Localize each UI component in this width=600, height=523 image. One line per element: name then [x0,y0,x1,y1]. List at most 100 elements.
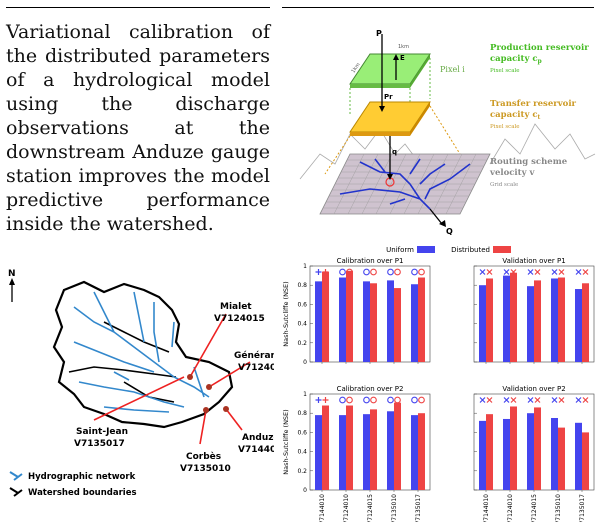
x-tick-label: V7144010 [319,494,326,522]
x-tick-label: V7124015 [531,494,538,522]
bar-uniform [363,414,370,490]
circle-marker [370,396,377,404]
production-reservoir-side [350,84,410,88]
transfer-reservoir-side2 [410,102,430,136]
circle-marker [387,396,394,404]
x-tick-label: V7124010 [343,494,350,522]
station-code: V7135017 [74,439,125,449]
cross-marker [503,397,510,403]
cross-marker [527,269,534,275]
bar-distributed [558,427,565,490]
transfer-title-2: capacity ct [490,110,541,121]
bar-uniform [411,415,418,490]
outflow-arrowhead [439,220,446,227]
circle-marker [411,268,418,276]
bar-distributed [534,407,541,490]
transfer-reservoir-side [350,132,410,136]
circle-marker [346,396,353,404]
legend-label-uniform: Uniform [386,246,414,254]
cross-marker [575,269,582,275]
bar-distributed [346,270,353,362]
panel-title: Calibration over P2 [337,385,404,393]
callout-mialet [189,313,227,378]
dim-label-top: 1km [398,44,409,50]
x-tick-label: V7124015 [367,494,374,522]
cross-marker [510,397,517,403]
panel-title: Validation over P2 [502,385,565,393]
cross-marker [479,397,486,403]
q-arrowhead [387,174,393,180]
station-marker [206,384,212,390]
y-tick-label: 0.8 [297,410,307,417]
bar-distributed [322,271,329,362]
bar-uniform [503,275,510,362]
callout-anduze [225,408,243,431]
cross-marker [582,397,589,403]
y-tick-label: 0.6 [297,301,307,308]
y-tick-label: 0.4 [297,449,307,456]
bar-distributed [418,277,425,362]
circle-marker [394,396,401,404]
cross-marker [558,397,565,403]
bar-uniform [575,422,582,490]
bar-distributed [510,272,517,362]
north-arrowhead [9,278,15,285]
bar-distributed [418,413,425,490]
y-axis-label: Nash-Sutcliffe (NSE) [282,409,290,474]
qq-label: Q [446,227,453,236]
outflow-arrow [429,208,443,225]
bar-distributed [582,283,589,362]
station-marker [203,407,209,413]
cross-marker [534,269,541,275]
y-axis-label: Nash-Sutcliffe (NSE) [282,281,290,346]
bar-distributed [370,409,377,490]
bar-uniform [363,281,370,362]
station-name: Saint-Jean [76,427,128,437]
cross-marker [479,269,486,275]
nse-bar-chart: Uniform Distributed Calibration over P1 0 0.… [282,246,595,522]
station-name: Anduze [242,433,274,443]
bar-distributed [370,283,377,362]
bar-uniform [387,280,394,362]
north-label: N [8,269,16,279]
y-tick-label: 0.8 [297,282,307,289]
top-rule-left [6,7,270,8]
panel-title: Calibration over P1 [337,257,404,265]
circle-marker [370,268,377,276]
bar-uniform [527,413,534,490]
bar-uniform [387,411,394,490]
legend-label-distributed: Distributed [451,246,490,254]
p-arrowhead [379,106,385,112]
bar-distributed [486,278,493,362]
bar-distributed [534,280,541,362]
pr-label: Pr [384,93,393,101]
production-scale: Pixel scale [490,68,520,74]
panel-title: Validation over P1 [502,257,565,265]
bar-uniform [551,278,558,362]
x-tick-label: V7135010 [391,494,398,522]
circle-marker [363,396,370,404]
x-tick-label: V7135017 [415,494,422,522]
bar-distributed [582,432,589,490]
bar-uniform [479,420,486,490]
y-tick-label: 0 [303,359,307,366]
station-name: Corbès [186,451,221,462]
station-code: V7124015 [214,314,265,324]
cross-marker [551,269,558,275]
production-title-1: Production reservoir [490,43,589,53]
top-rule-right [282,7,594,8]
production-title-2: capacity cp [490,54,542,65]
bar-uniform [315,415,322,490]
x-tick-label: V7135010 [555,494,562,522]
bar-uniform [315,281,322,362]
x-tick-label: V7144010 [483,494,490,522]
cross-marker [510,269,517,275]
bar-uniform [503,418,510,490]
y-tick-label: 0.4 [297,321,307,328]
guide-line [324,135,351,175]
cross-marker [551,397,558,403]
station-code: V7135010 [180,464,231,474]
y-tick-label: 1 [303,263,307,270]
y-tick-label: 1 [303,391,307,398]
plus-marker [322,397,329,403]
